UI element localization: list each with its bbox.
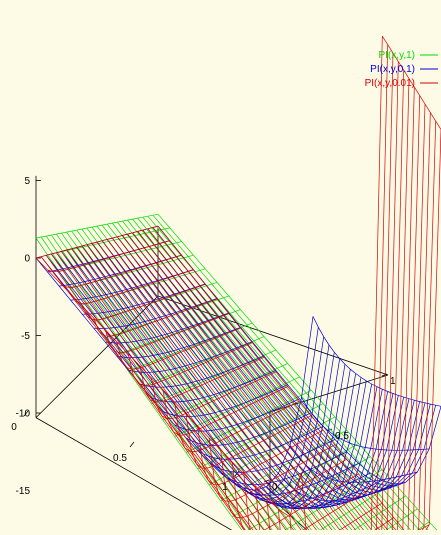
surface-mesh-line bbox=[35, 257, 302, 518]
z-tick-label: -15 bbox=[16, 486, 31, 497]
y-tick-label: 0 bbox=[272, 482, 278, 493]
surface-PI(x,y,0.01) bbox=[35, 36, 441, 535]
surface-mesh-line bbox=[71, 248, 351, 509]
floor-edge-back bbox=[157, 295, 389, 376]
surface-mesh-line bbox=[147, 112, 431, 535]
surface-mesh-line bbox=[122, 70, 405, 535]
surface-mesh-line bbox=[117, 236, 399, 502]
surface-mesh-line bbox=[152, 121, 437, 535]
surface-mesh-line bbox=[117, 61, 399, 535]
surface-mesh-line bbox=[96, 241, 378, 507]
surface-mesh-line bbox=[106, 239, 389, 505]
z-tick-label: 0 bbox=[24, 254, 30, 265]
surface-mesh-line bbox=[81, 245, 290, 535]
tick-labels: 5 0 -5 -10 -15 0 0.5 1 0 0.5 1 bbox=[11, 176, 396, 497]
surface-mesh-line bbox=[51, 253, 330, 504]
y-tick-mark bbox=[263, 479, 270, 483]
x-tick-label: 1 bbox=[222, 482, 228, 493]
legend: PI(x,y,1) PI(x,y,0.1) PI(x,y,0.01) bbox=[365, 50, 438, 89]
surface-mesh-line bbox=[382, 36, 441, 130]
surface-mesh-line bbox=[132, 87, 415, 535]
legend-label: PI(x,y,1) bbox=[379, 50, 415, 61]
surface-mesh-line bbox=[127, 78, 410, 535]
surface-mesh-line bbox=[101, 36, 383, 535]
axes-frame bbox=[23, 175, 389, 535]
x-tick-label: 0.5 bbox=[113, 453, 127, 464]
surface-mesh-line bbox=[76, 247, 357, 509]
floor-edge-right bbox=[269, 496, 313, 535]
surface-mesh-line bbox=[40, 256, 258, 535]
x-tick-label: 0 bbox=[11, 422, 17, 433]
surface-mesh-line bbox=[45, 255, 249, 535]
surface-mesh-line bbox=[142, 229, 426, 492]
surface-mesh-line bbox=[142, 104, 426, 535]
surface-mesh-line bbox=[81, 245, 362, 509]
surface-mesh-line bbox=[147, 228, 431, 490]
surface-mesh-line bbox=[66, 249, 346, 509]
surface-mesh-line bbox=[45, 255, 325, 501]
surface-mesh-line bbox=[106, 44, 389, 535]
legend-label: PI(x,y,0.01) bbox=[365, 78, 415, 89]
surfaces bbox=[35, 36, 441, 535]
surface-mesh-line bbox=[101, 240, 383, 506]
surface-mesh-line bbox=[91, 243, 306, 535]
surface-mesh-line bbox=[86, 244, 298, 535]
surface-mesh-line bbox=[51, 253, 250, 535]
surface-mesh-line bbox=[157, 213, 441, 535]
surface-mesh-line bbox=[112, 237, 394, 503]
surface-mesh-line bbox=[61, 251, 261, 535]
floor-edge-back-left bbox=[35, 295, 159, 418]
z-tick-label: 5 bbox=[24, 176, 30, 187]
surface-mesh-line bbox=[40, 256, 319, 496]
legend-label: PI(x,y,0.1) bbox=[370, 64, 415, 75]
surface-mesh-line bbox=[71, 248, 275, 535]
y-tick-label: 1 bbox=[390, 376, 396, 387]
surface-mesh-line bbox=[91, 243, 373, 508]
x-tick-mark bbox=[129, 441, 135, 448]
x-tick-mark bbox=[23, 410, 29, 417]
y-tick-mark bbox=[381, 373, 388, 377]
y-tick-label: 0.5 bbox=[335, 431, 349, 442]
surface-mesh-line bbox=[76, 247, 283, 535]
z-tick-label: -5 bbox=[21, 331, 30, 342]
surface-mesh-line bbox=[157, 129, 441, 535]
surface-mesh-line bbox=[96, 241, 313, 535]
surface-mesh-line bbox=[112, 53, 394, 535]
surface-mesh-line bbox=[35, 257, 314, 491]
z-tick-label: -10 bbox=[16, 409, 31, 420]
surface-mesh-line bbox=[137, 231, 421, 494]
surface-mesh-line bbox=[56, 252, 255, 535]
surface-mesh-line bbox=[66, 249, 268, 535]
